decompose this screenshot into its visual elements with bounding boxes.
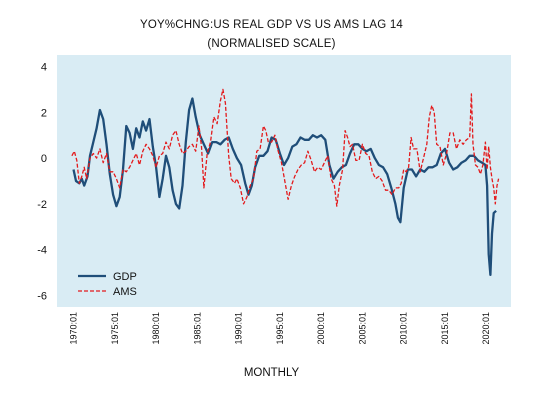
legend-label-gdp: GDP — [113, 271, 137, 283]
x-tick-label: 1990:01 — [234, 312, 244, 345]
y-axis: -6 -4 -2 0 2 4 — [37, 61, 47, 302]
legend-label-ams: AMS — [113, 286, 137, 298]
x-tick-label: 1985:01 — [192, 312, 202, 345]
y-tick-label: 0 — [41, 153, 47, 165]
x-tick-label: 2010:01 — [399, 312, 409, 345]
x-tick-label: 2015:01 — [440, 312, 450, 345]
x-axis-label: MONTHLY — [243, 367, 300, 379]
y-tick-label: -6 — [37, 291, 47, 303]
chart-title: YOY%CHNG:US REAL GDP VS US AMS LAG 14 — [139, 19, 404, 31]
chart-subtitle: (NORMALISED SCALE) — [207, 38, 336, 50]
series-line-ams — [71, 88, 500, 207]
x-tick-label: 2020:01 — [481, 312, 491, 345]
series-layer — [71, 88, 500, 277]
x-axis: 1970:01 1975:01 1980:01 1985:01 1990:01 1995:… — [69, 312, 492, 345]
x-tick-label: 2000:01 — [316, 312, 326, 345]
legend: GDP AMS — [78, 271, 137, 298]
plot-area — [57, 55, 511, 307]
y-tick-label: -4 — [37, 245, 47, 257]
x-tick-label: 1970:01 — [69, 312, 79, 345]
x-tick-label: 2005:01 — [357, 312, 367, 345]
y-tick-label: -2 — [37, 199, 47, 211]
x-tick-label: 1995:01 — [275, 312, 285, 345]
y-tick-label: 4 — [41, 61, 47, 73]
x-tick-label: 1975:01 — [110, 312, 120, 345]
x-tick-label: 1980:01 — [151, 312, 161, 345]
y-tick-label: 2 — [41, 107, 47, 119]
